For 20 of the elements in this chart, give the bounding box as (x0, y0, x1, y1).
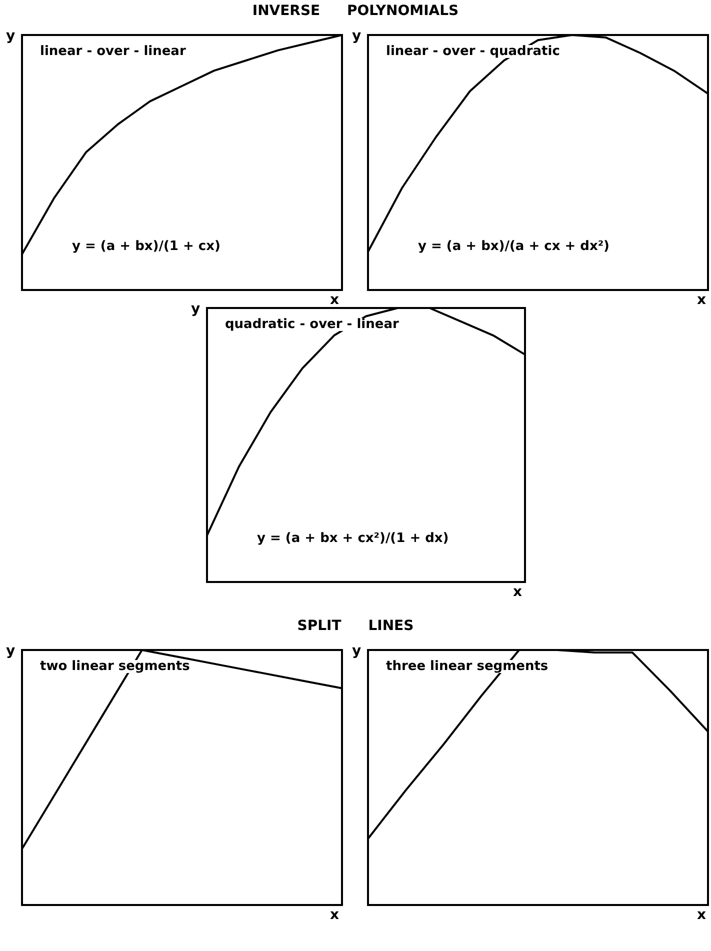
y-axis-title: y (191, 301, 200, 317)
x-axis-title: x (697, 292, 706, 308)
x-axis-title: x (330, 907, 340, 923)
annotation: linear - over - quadratic (386, 44, 560, 59)
x-axis-title: x (697, 907, 706, 923)
y-axis-title: y (6, 28, 16, 44)
y-axis-title: y (352, 28, 362, 44)
y-axis-title: y (6, 643, 16, 659)
annotation: y = (a + bx)/(a + cx + dx²) (418, 239, 610, 254)
y-axis-title: y (352, 643, 362, 659)
annotation: y = (a + bx + cx²)/(1 + dx) (257, 531, 449, 546)
annotation: y = (a + bx)/(1 + cx) (72, 239, 220, 254)
x-axis-title: x (513, 584, 522, 600)
chart-title: SPLIT LINES (296, 618, 415, 634)
annotation: three linear segments (386, 659, 548, 674)
annotation: two linear segments (40, 659, 190, 674)
annotation: quadratic - over - linear (225, 317, 400, 332)
x-axis-title: x (330, 292, 340, 308)
chart-title: INVERSE POLYNOMIALS (251, 3, 460, 19)
annotation: linear - over - linear (40, 44, 186, 59)
